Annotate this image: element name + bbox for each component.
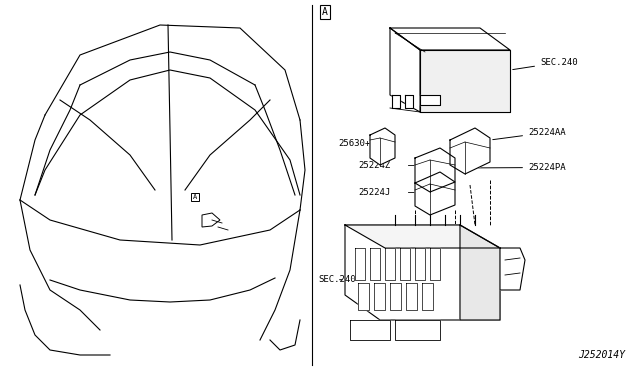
Polygon shape [350,320,390,340]
Polygon shape [395,320,440,340]
Polygon shape [406,283,417,310]
Polygon shape [420,95,440,105]
Polygon shape [385,248,395,280]
Polygon shape [392,95,400,108]
Polygon shape [420,50,510,112]
Polygon shape [500,248,525,290]
Polygon shape [370,248,380,280]
Text: SEC.240: SEC.240 [318,275,356,284]
Polygon shape [430,248,440,280]
Polygon shape [358,283,369,310]
Polygon shape [450,128,490,174]
Polygon shape [415,248,425,280]
Polygon shape [370,128,395,165]
Text: A: A [322,7,328,17]
Text: 25224PA: 25224PA [458,163,566,172]
Text: 25630+A: 25630+A [338,138,376,148]
Polygon shape [390,283,401,310]
Polygon shape [390,28,420,112]
Text: 25224AA: 25224AA [493,128,566,140]
Polygon shape [345,225,500,248]
Polygon shape [405,95,413,108]
Polygon shape [415,172,455,215]
Polygon shape [422,283,433,310]
Polygon shape [345,225,500,320]
Polygon shape [355,248,365,280]
Polygon shape [400,248,410,280]
Text: A: A [193,194,197,200]
Text: 25224J: 25224J [358,187,390,196]
Text: 25224Z: 25224Z [358,160,390,170]
Polygon shape [460,225,500,320]
Text: SEC.240: SEC.240 [513,58,578,70]
Polygon shape [390,28,510,50]
Text: J252014Y: J252014Y [578,350,625,360]
Polygon shape [415,148,455,192]
Polygon shape [374,283,385,310]
